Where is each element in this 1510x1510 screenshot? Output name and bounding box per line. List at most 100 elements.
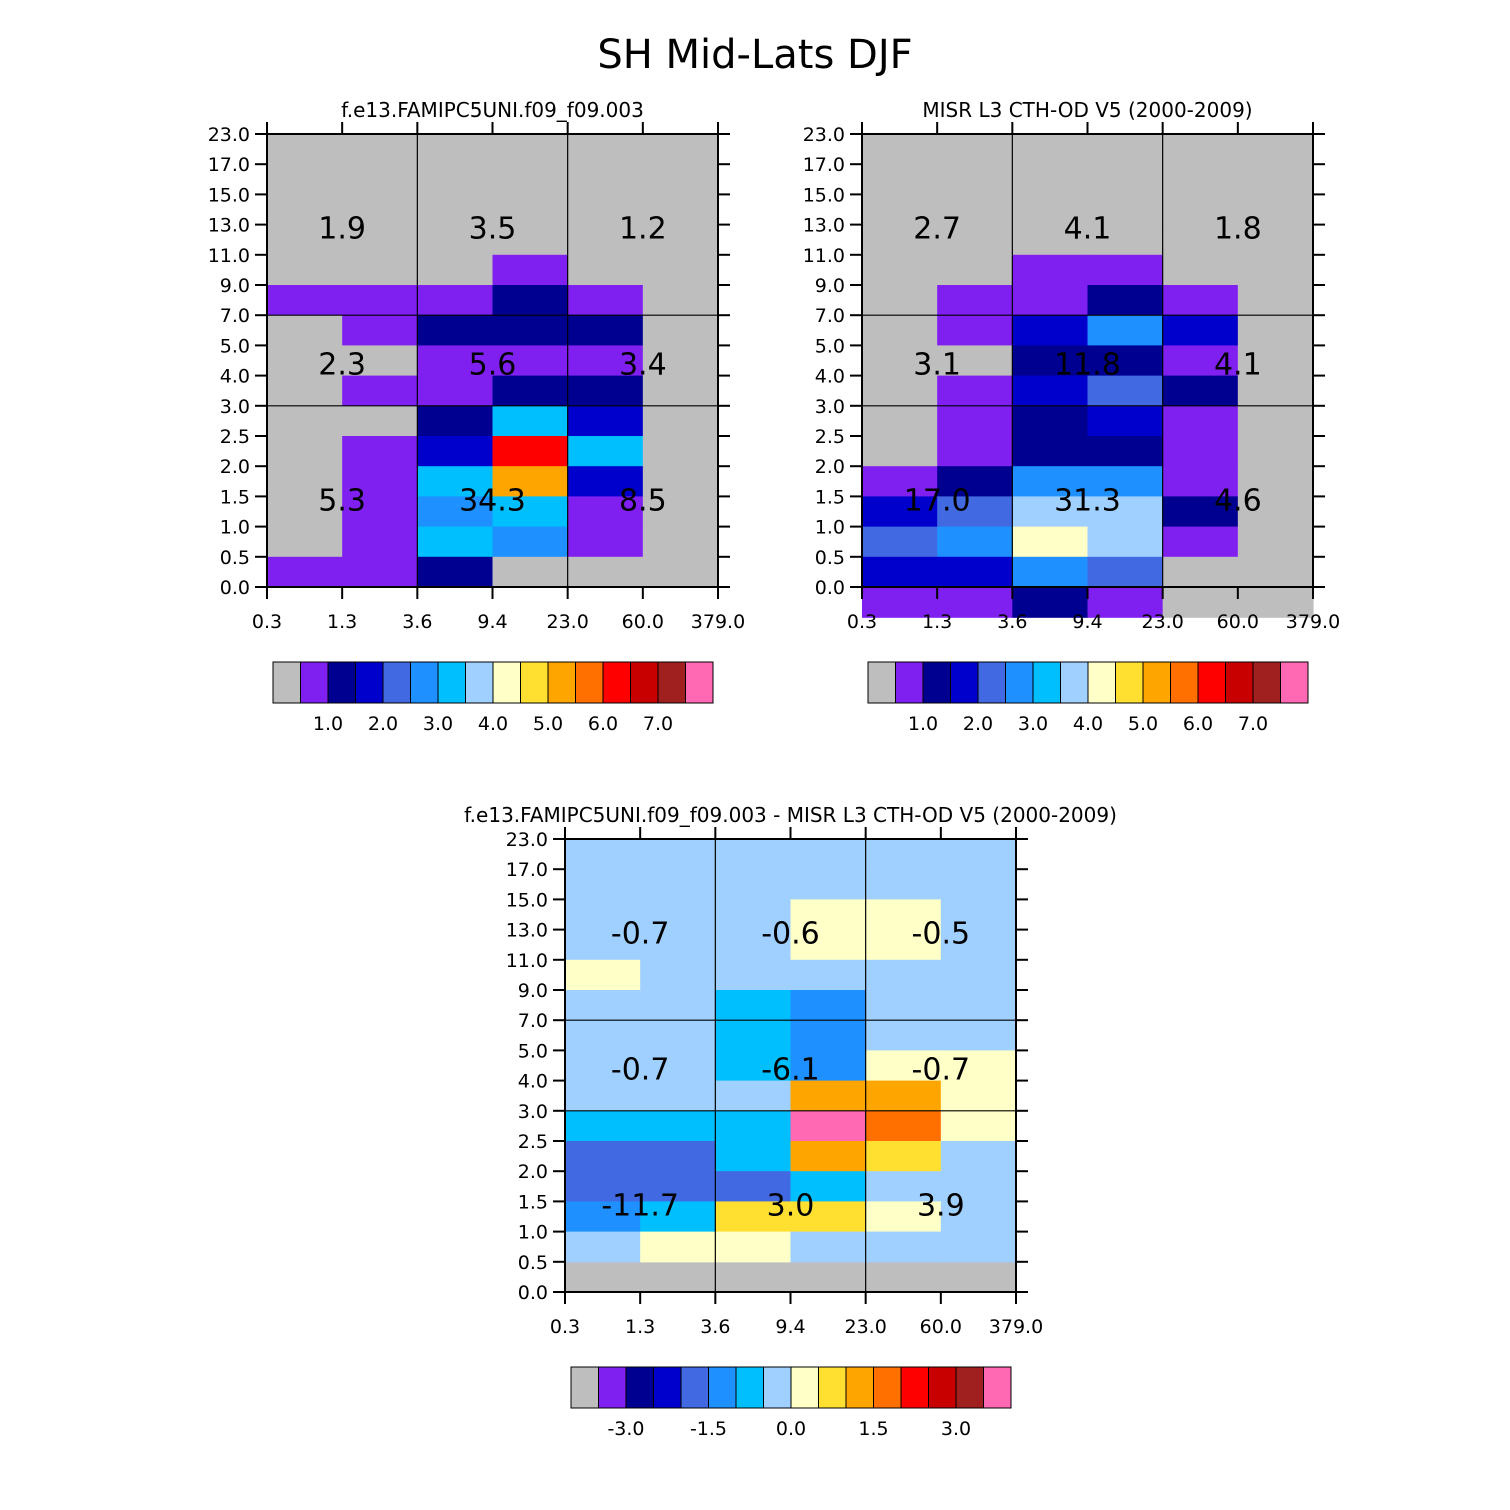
colorbar-swatch	[598, 1366, 627, 1409]
heatmap-cell	[567, 526, 644, 558]
y-tick-label: 2.5	[518, 1131, 548, 1153]
heatmap-cell	[862, 224, 938, 256]
y-tick-label: 3.0	[815, 396, 845, 418]
block-sum-label: 3.4	[619, 348, 667, 383]
y-tick-label: 5.0	[815, 335, 845, 357]
heatmap-cell	[267, 405, 343, 437]
heatmap-cell	[492, 466, 569, 497]
y-tick-label: 23.0	[803, 124, 845, 146]
heatmap-cell	[492, 405, 569, 437]
x-tick-label: 379.0	[989, 1316, 1043, 1338]
heatmap-cell	[715, 1141, 792, 1172]
block-sum-label: 8.5	[619, 483, 667, 518]
heatmap-cell	[790, 839, 867, 870]
heatmap-cell	[567, 556, 644, 588]
heatmap-cell	[565, 1231, 641, 1263]
heatmap-cell	[567, 375, 644, 407]
y-tick-label: 1.0	[815, 517, 845, 539]
colorbar-swatch	[465, 661, 494, 704]
heatmap-cell	[790, 1020, 867, 1051]
heatmap-cell	[862, 285, 938, 316]
colorbar-tick-label: 4.0	[478, 713, 508, 735]
heatmap-cell	[715, 1201, 792, 1233]
heatmap-cell	[342, 496, 418, 528]
y-tick-label: 13.0	[506, 920, 548, 942]
block-sum-label: -6.1	[761, 1053, 820, 1088]
heatmap-cell	[1162, 345, 1239, 377]
colorbar-tick-label: 6.0	[1183, 713, 1213, 735]
block-sum-label: 3.9	[917, 1188, 965, 1223]
heatmap-cell	[1087, 315, 1164, 346]
heatmap-cell	[342, 526, 418, 558]
colorbar-swatch	[763, 1366, 792, 1409]
colorbar-swatch	[873, 1366, 902, 1409]
block-sum-label: -0.6	[761, 917, 820, 952]
heatmap-cell	[865, 1080, 942, 1112]
block-sum-label: 1.9	[318, 212, 366, 247]
heatmap-cell	[865, 869, 942, 900]
colorbar-swatch	[625, 1366, 654, 1409]
heatmap-cell	[642, 466, 719, 497]
heatmap-cell	[790, 1171, 867, 1202]
colorbar-tick-label: 5.0	[533, 713, 563, 735]
block-sum-label: 34.3	[459, 483, 526, 518]
y-tick-label: 9.0	[518, 980, 548, 1002]
heatmap-cell	[342, 466, 418, 497]
colorbar-tick-label: 3.0	[941, 1418, 971, 1440]
x-tick-label: 60.0	[622, 611, 664, 633]
heatmap-cell	[1162, 436, 1239, 467]
heatmap-cell	[1162, 285, 1239, 316]
heatmap-cell	[565, 1110, 641, 1142]
colorbar-swatch	[955, 1366, 984, 1409]
heatmap-cell	[1012, 194, 1089, 226]
y-tick-label: 9.0	[815, 275, 845, 297]
heatmap-cell	[1012, 496, 1089, 528]
heatmap-cell	[567, 164, 644, 195]
heatmap-cell	[565, 1080, 641, 1112]
heatmap-cell	[862, 194, 938, 226]
heatmap-cell	[642, 254, 719, 286]
heatmap-cell	[417, 405, 494, 437]
heatmap-cell	[267, 436, 343, 467]
heatmap-cell	[862, 526, 938, 558]
y-tick-label: 23.0	[506, 829, 548, 851]
colorbar-swatch	[1225, 661, 1254, 704]
heatmap-cell	[865, 839, 942, 870]
y-tick-label: 0.0	[518, 1282, 548, 1304]
heatmap-cell	[267, 556, 343, 588]
heatmap-cell	[937, 134, 1013, 165]
heatmap-cell	[715, 899, 792, 931]
y-tick-label: 0.0	[815, 577, 845, 599]
heatmap-cell	[417, 285, 494, 316]
heatmap-cell	[565, 959, 641, 991]
heatmap-cell	[565, 1141, 641, 1172]
colorbar-swatch	[900, 1366, 929, 1409]
x-tick-label: 23.0	[845, 1316, 887, 1338]
heatmap-cell	[937, 587, 1013, 618]
block-sum-label: 3.5	[469, 212, 517, 247]
heatmap-cell	[417, 224, 494, 256]
heatmap-cell	[417, 375, 494, 407]
colorbar-swatch	[300, 661, 329, 704]
heatmap-cell	[565, 1171, 641, 1202]
colorbar-swatch	[867, 661, 896, 704]
colorbar-swatch	[1115, 661, 1144, 704]
heatmap-cell	[937, 345, 1013, 377]
heatmap-cell	[1162, 134, 1239, 165]
heatmap-cell	[1012, 224, 1089, 256]
heatmap-cell	[642, 285, 719, 316]
heatmap-cell	[492, 315, 569, 346]
heatmap-cell	[865, 1171, 942, 1202]
heatmap-cell	[1237, 587, 1314, 618]
colorbar-swatch	[977, 661, 1006, 704]
heatmap-cell	[940, 929, 1017, 961]
heatmap-cell	[342, 224, 418, 256]
heatmap-cell	[1237, 405, 1314, 437]
heatmap-cell	[1012, 466, 1089, 497]
heatmap-cell	[940, 839, 1017, 870]
y-tick-label: 17.0	[803, 154, 845, 176]
heatmap-cell	[1087, 164, 1164, 195]
heatmap-cell	[640, 929, 716, 961]
heatmap-cell	[715, 1080, 792, 1112]
colorbar-swatch	[570, 1366, 599, 1409]
